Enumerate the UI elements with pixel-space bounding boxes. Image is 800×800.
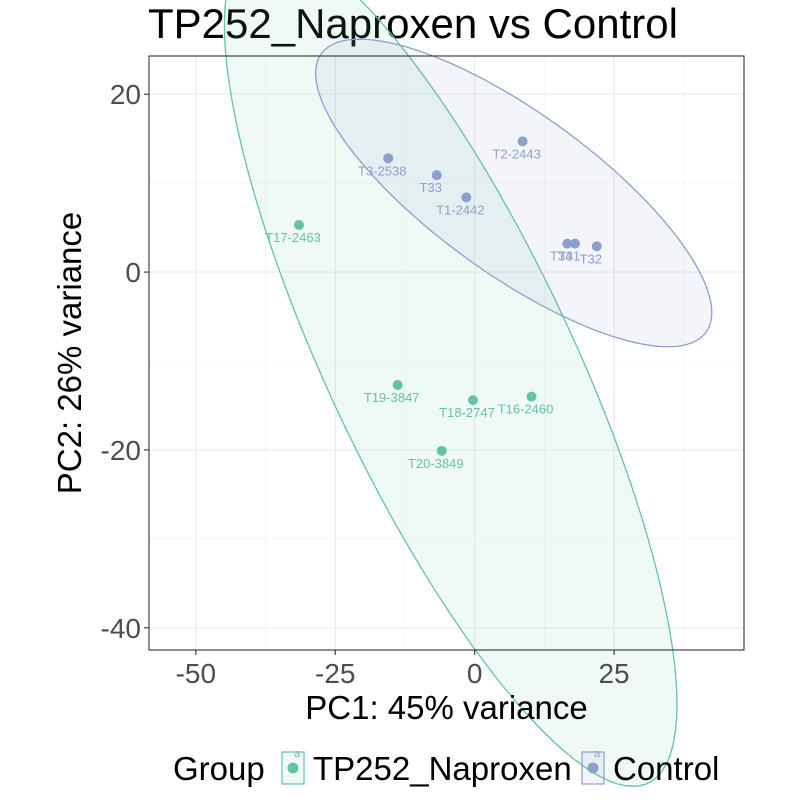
x-tick-label: -25 bbox=[315, 658, 355, 689]
point-t17-2463 bbox=[294, 219, 305, 230]
legend-key-glyph: a bbox=[594, 748, 601, 760]
point-label-t3-2538: T3-2538 bbox=[358, 163, 406, 178]
point-label-t17-2463: T17-2463 bbox=[265, 230, 321, 245]
point-labels: T17-2463 T19-3847 T18-2747 T16-2460 T20-3849… bbox=[265, 146, 602, 470]
point-label-t34: T34 bbox=[550, 249, 572, 264]
y-tick-label: -20 bbox=[101, 435, 141, 466]
y-tick-label: 0 bbox=[125, 257, 141, 288]
point-t18-2747 bbox=[467, 395, 478, 406]
point-t20-3849 bbox=[436, 445, 447, 456]
confidence-ellipses bbox=[223, 0, 713, 787]
point-label-t33: T33 bbox=[420, 180, 442, 195]
x-axis-ticks: -50 -25 0 25 bbox=[176, 650, 630, 689]
grid-lines bbox=[149, 56, 744, 650]
point-t32 bbox=[591, 241, 602, 252]
x-tick-label: 25 bbox=[598, 658, 629, 689]
y-tick-label: -40 bbox=[101, 613, 141, 644]
y-axis-ticks: 20 0 -20 -40 bbox=[101, 79, 149, 644]
ellipse-tp252-naproxen bbox=[223, 0, 678, 787]
legend-item-control: a Control bbox=[581, 748, 719, 787]
legend-label-tp252-naproxen: TP252_Naproxen bbox=[313, 750, 572, 787]
x-axis-label: PC1: 45% variance bbox=[305, 689, 587, 726]
point-t31 bbox=[570, 238, 581, 249]
y-tick-label: 20 bbox=[110, 79, 141, 110]
legend-swatch-tp252-naproxen bbox=[287, 762, 299, 774]
point-t1-2442 bbox=[461, 192, 472, 203]
point-t19-3847 bbox=[392, 380, 403, 391]
plot-panel bbox=[149, 56, 744, 650]
x-tick-label: 0 bbox=[467, 658, 483, 689]
legend-label-control: Control bbox=[613, 750, 719, 787]
point-label-t16-2460: T16-2460 bbox=[498, 402, 554, 417]
legend-swatch-control bbox=[587, 762, 599, 774]
legend-title: Group bbox=[173, 750, 265, 787]
point-label-t2-2443: T2-2443 bbox=[492, 146, 540, 161]
legend-key-glyph: a bbox=[294, 748, 301, 760]
legend: Group a TP252_Naproxen a Control bbox=[173, 748, 719, 787]
ellipse-control bbox=[314, 38, 713, 348]
point-t34 bbox=[562, 238, 573, 249]
point-label-t32: T32 bbox=[580, 251, 602, 266]
plot-border bbox=[148, 55, 745, 651]
point-label-t31: T31 bbox=[558, 249, 580, 264]
point-label-t19-3847: T19-3847 bbox=[364, 390, 420, 405]
y-axis-label: PC2: 26% variance bbox=[51, 212, 88, 494]
point-t3-2538 bbox=[383, 153, 394, 164]
point-t33 bbox=[431, 170, 442, 181]
point-label-t1-2442: T1-2442 bbox=[436, 202, 484, 217]
x-tick-label: -50 bbox=[176, 658, 216, 689]
point-t2-2443 bbox=[517, 136, 528, 147]
point-label-t20-3849: T20-3849 bbox=[408, 456, 464, 471]
point-t16-2460 bbox=[526, 391, 537, 402]
point-label-t18-2747: T18-2747 bbox=[439, 405, 495, 420]
data-points bbox=[294, 136, 602, 456]
chart-title: TP252_Naproxen vs Control bbox=[148, 0, 678, 47]
legend-item-tp252-naproxen: a TP252_Naproxen bbox=[281, 748, 572, 787]
